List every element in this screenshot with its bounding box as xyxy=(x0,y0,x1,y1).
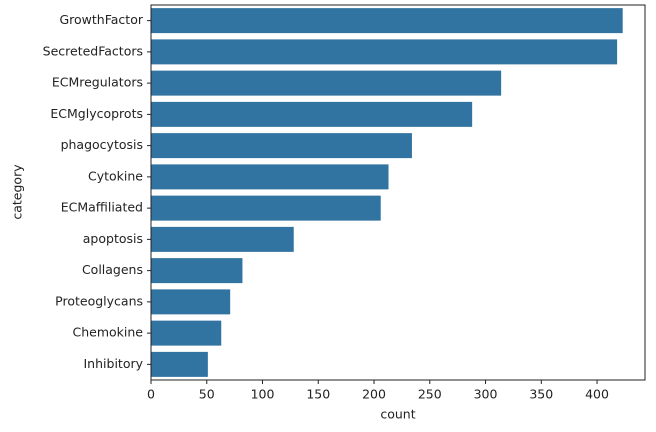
bar xyxy=(151,226,294,252)
x-tick-label: 200 xyxy=(362,387,386,402)
x-tick-label: 0 xyxy=(147,387,155,402)
x-tick-label: 250 xyxy=(418,387,442,402)
x-tick-label: 400 xyxy=(585,387,609,402)
y-tick-label: ECMglycoprots xyxy=(50,106,143,121)
x-axis-label: count xyxy=(380,407,415,422)
y-tick-label: Collagens xyxy=(82,262,143,277)
y-axis-label: category xyxy=(10,164,25,220)
y-tick-label: apoptosis xyxy=(83,231,143,246)
x-tick-label: 300 xyxy=(474,387,498,402)
bar xyxy=(151,195,381,221)
x-tick-label: 50 xyxy=(199,387,215,402)
x-tick-label: 100 xyxy=(251,387,275,402)
y-tick-label: ECMaffiliated xyxy=(61,200,143,215)
bar xyxy=(151,39,618,65)
bar xyxy=(151,133,412,159)
x-tick-label: 350 xyxy=(529,387,553,402)
y-tick-label: GrowthFactor xyxy=(59,12,143,27)
bar xyxy=(151,289,231,315)
y-tick-label: Proteoglycans xyxy=(55,293,143,308)
y-tick-label: Inhibitory xyxy=(84,356,144,371)
y-tick-label: Cytokine xyxy=(88,168,143,183)
bar xyxy=(151,258,243,284)
bar xyxy=(151,164,389,190)
x-tick-label: 150 xyxy=(306,387,330,402)
bar xyxy=(151,351,208,377)
bar xyxy=(151,70,502,96)
y-tick-label: ECMregulators xyxy=(52,75,143,90)
bar xyxy=(151,320,222,346)
bar xyxy=(151,8,623,34)
bar xyxy=(151,101,473,127)
y-tick-label: Chemokine xyxy=(73,325,144,340)
plot-frame xyxy=(150,4,646,381)
y-tick-label: phagocytosis xyxy=(61,137,143,152)
y-tick-label: SecretedFactors xyxy=(43,43,143,58)
